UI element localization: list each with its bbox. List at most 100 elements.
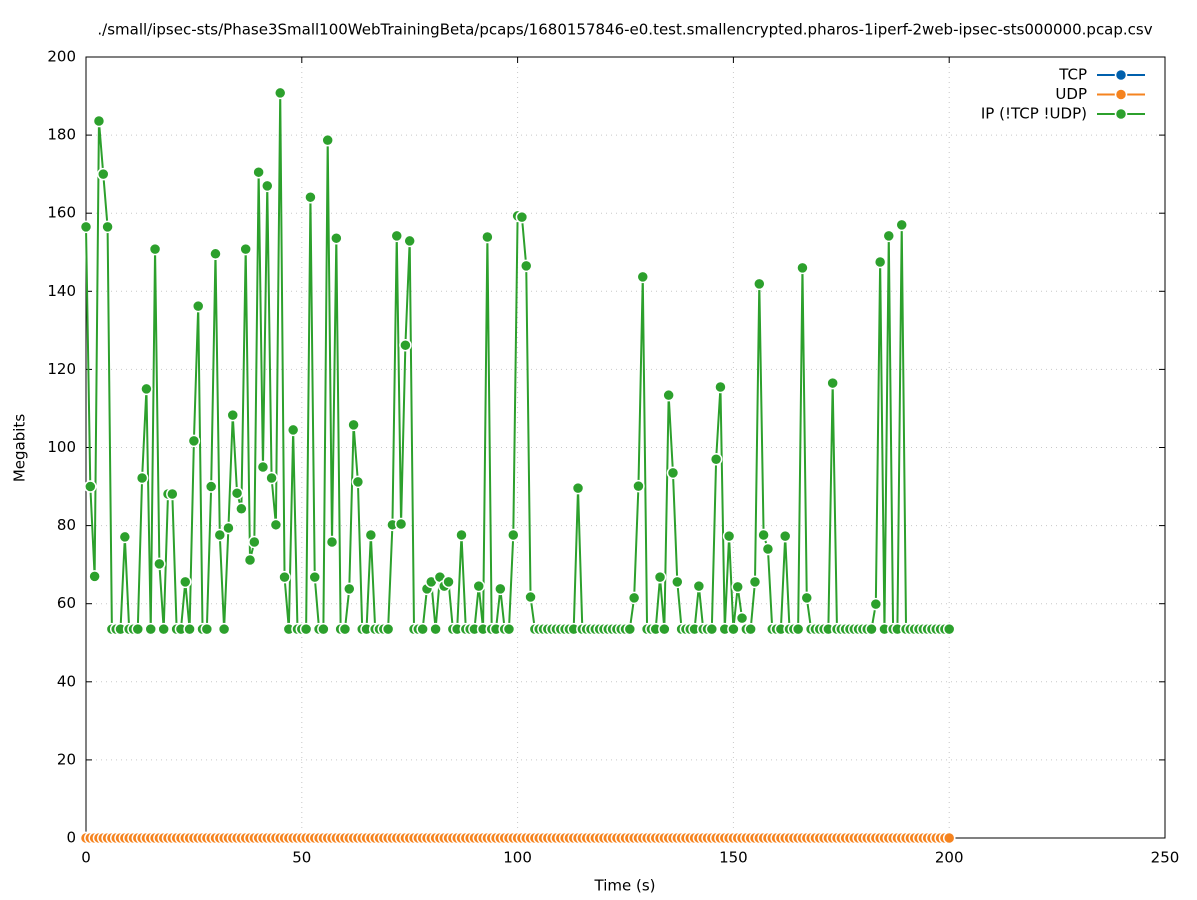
legend-entry: IP (!TCP !UDP)	[981, 105, 1145, 123]
data-point	[731, 580, 744, 594]
data-point	[709, 452, 723, 466]
data-point	[179, 575, 192, 589]
data-point	[252, 165, 265, 179]
y-tick-label: 100	[47, 438, 76, 456]
data-point	[515, 210, 529, 224]
data-point	[394, 517, 408, 531]
data-point	[722, 529, 736, 543]
data-point	[269, 518, 283, 532]
data-point	[571, 481, 585, 495]
data-point	[735, 611, 749, 625]
data-point	[455, 528, 468, 542]
data-point	[761, 542, 775, 556]
data-point	[757, 528, 770, 542]
data-point	[88, 570, 101, 583]
data-point	[416, 622, 429, 636]
data-point	[278, 570, 291, 584]
data-point	[727, 622, 740, 636]
data-point	[92, 114, 106, 128]
data-point	[235, 502, 248, 516]
data-point	[226, 408, 239, 422]
data-point	[714, 380, 727, 394]
legend-marker	[1114, 88, 1128, 101]
data-point	[662, 388, 675, 402]
y-tick-label: 40	[57, 672, 76, 690]
data-point	[248, 535, 261, 549]
data-point	[800, 591, 814, 605]
data-point	[882, 229, 896, 243]
data-point	[666, 466, 680, 480]
data-point	[347, 418, 360, 432]
data-point	[273, 86, 287, 100]
data-point	[481, 230, 494, 244]
y-tick-label: 180	[47, 126, 76, 144]
data-point	[239, 242, 252, 256]
y-tick-label: 60	[57, 594, 76, 612]
data-point	[942, 831, 956, 845]
data-point	[304, 190, 317, 204]
data-point	[230, 486, 244, 500]
data-point	[261, 179, 274, 193]
x-axis-label: Time (s)	[594, 877, 656, 895]
y-tick-label: 20	[57, 750, 76, 768]
data-point	[519, 259, 533, 273]
data-point	[873, 255, 887, 269]
data-point	[753, 277, 766, 291]
legend-marker	[1114, 68, 1128, 82]
legend-label: IP (!TCP !UDP)	[981, 105, 1087, 123]
legend-entry: TCP	[1058, 66, 1145, 84]
data-point	[796, 261, 809, 275]
data-point	[317, 622, 330, 636]
data-point	[343, 582, 356, 596]
data-point	[166, 487, 179, 501]
data-point	[632, 479, 645, 493]
data-point	[131, 622, 145, 636]
data-point	[213, 528, 227, 542]
x-tick-label: 150	[719, 849, 748, 867]
y-tick-label: 80	[57, 516, 76, 534]
data-point	[308, 570, 321, 584]
y-tick-label: 200	[47, 48, 76, 66]
x-tick-label: 100	[503, 849, 532, 867]
data-point	[265, 471, 278, 485]
data-point	[204, 480, 218, 493]
data-point	[191, 299, 205, 313]
data-point	[653, 570, 667, 584]
y-axis-label: Megabits	[11, 414, 29, 482]
data-point	[144, 622, 157, 636]
data-point	[330, 231, 343, 245]
data-point	[101, 220, 114, 234]
data-point	[79, 220, 93, 234]
data-point	[222, 521, 235, 535]
data-point	[157, 622, 170, 636]
data-point	[399, 338, 412, 352]
data-point	[494, 582, 507, 596]
data-point	[364, 528, 378, 542]
data-point	[217, 622, 231, 636]
data-point	[351, 475, 365, 489]
data-point	[299, 622, 313, 636]
data-point	[140, 382, 153, 396]
data-point	[524, 590, 537, 604]
data-point	[705, 622, 719, 636]
legend-entry: UDP	[1055, 85, 1145, 103]
data-point	[321, 133, 334, 147]
data-point	[403, 234, 416, 248]
y-tick-label: 160	[47, 204, 76, 222]
series	[79, 86, 956, 636]
data-point	[502, 622, 516, 636]
data-point	[256, 460, 270, 474]
data-point	[778, 529, 792, 543]
legend-label: UDP	[1055, 85, 1087, 103]
data-point	[623, 622, 637, 636]
data-point	[286, 423, 300, 437]
data-point	[209, 247, 222, 261]
data-point	[942, 622, 956, 636]
x-tick-label: 0	[81, 849, 91, 867]
data-point	[153, 557, 166, 571]
x-tick-label: 250	[1151, 849, 1180, 867]
data-point	[636, 270, 650, 284]
data-point	[84, 480, 97, 493]
